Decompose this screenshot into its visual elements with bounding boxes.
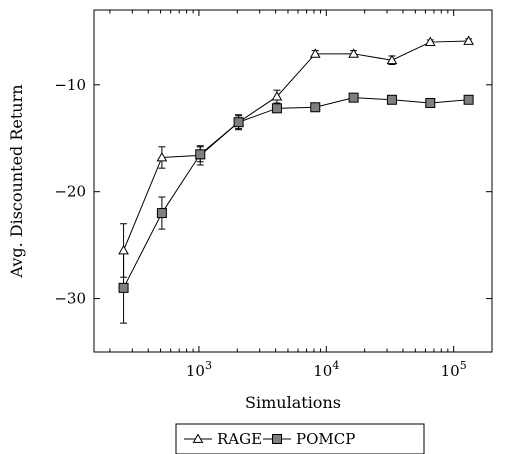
pomcp-point — [310, 102, 321, 113]
legend-pomcp-marker — [272, 434, 282, 444]
x-tick-label: 103 — [186, 359, 212, 380]
rage-point — [118, 244, 129, 255]
y-tick-label: −30 — [54, 290, 86, 308]
legend-box — [175, 423, 425, 454]
y-tick-label: −10 — [54, 76, 86, 94]
plot-frame — [93, 9, 493, 353]
rage-point — [348, 48, 359, 58]
pomcp-point — [463, 94, 474, 105]
series-lines — [123, 40, 469, 289]
pomcp-point — [425, 97, 436, 108]
legend-rage-marker — [192, 433, 204, 443]
legend-items: RAGE POMCP — [184, 430, 355, 448]
rage-point — [424, 36, 436, 46]
legend-pomcp-label: POMCP — [296, 430, 355, 448]
legend: RAGE POMCP — [175, 423, 425, 454]
pomcp-point — [118, 282, 129, 293]
pomcp-point — [271, 103, 282, 114]
x-tick-label: 104 — [313, 359, 339, 380]
x-tick-label: 105 — [441, 359, 467, 380]
rage-point — [386, 54, 398, 65]
pomcp-point — [233, 117, 244, 128]
tick-labels: 103 104 105 −30 −20 −10 — [54, 76, 466, 380]
pomcp-line — [123, 97, 469, 289]
error-bars — [120, 38, 473, 324]
y-tick-label: −20 — [54, 183, 86, 201]
rage-point — [463, 35, 474, 45]
rage-point — [156, 151, 168, 162]
series-markers — [118, 35, 474, 293]
pomcp-point — [386, 94, 397, 105]
rage-point — [271, 91, 283, 101]
axis-ticks — [94, 10, 493, 352]
rage-line — [123, 40, 469, 251]
pomcp-point — [156, 208, 167, 219]
x-axis-title: Simulations — [245, 393, 341, 412]
y-axis-title: Avg. Discounted Return — [7, 84, 26, 278]
rage-point — [309, 48, 321, 58]
pomcp-point — [195, 149, 206, 160]
legend-rage-label: RAGE — [217, 430, 262, 448]
pomcp-point — [348, 92, 359, 103]
